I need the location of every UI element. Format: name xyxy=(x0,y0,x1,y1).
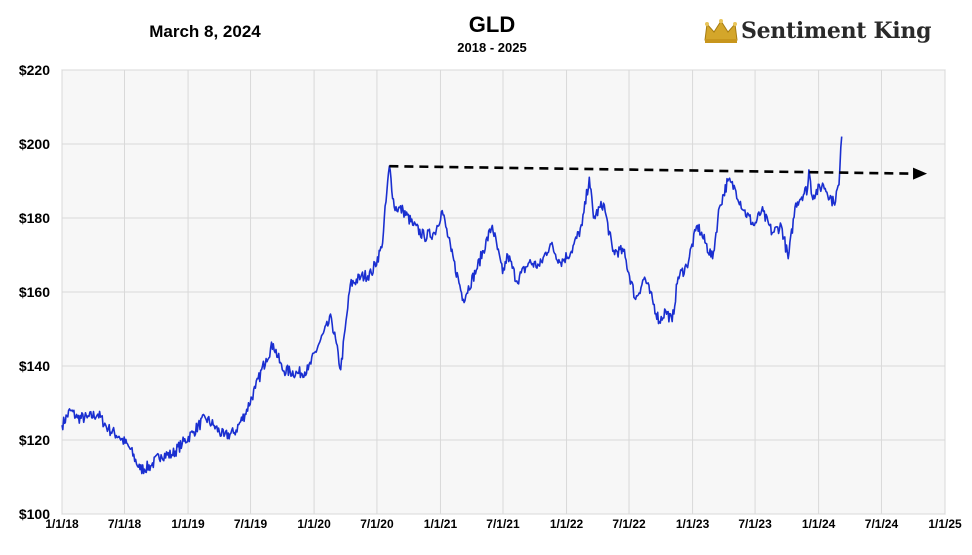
trendline-arrowhead xyxy=(913,167,928,180)
x-tick-label: 7/1/21 xyxy=(486,517,520,531)
gridlines xyxy=(61,69,946,515)
brand-name: Sentiment King xyxy=(741,18,932,44)
x-tick-label: 7/1/23 xyxy=(738,517,772,531)
x-axis-ticks: 1/1/18 7/1/18 1/1/19 7/1/19 1/1/20 7/1/20 1/1/… xyxy=(45,517,962,531)
x-tick-label: 7/1/22 xyxy=(612,517,646,531)
y-tick-label: $220 xyxy=(19,62,50,78)
x-tick-label: 1/1/22 xyxy=(550,517,584,531)
y-tick-label: $200 xyxy=(19,136,50,152)
x-tick-label: 7/1/20 xyxy=(360,517,394,531)
y-tick-label: $180 xyxy=(19,210,50,226)
chart-title: GLD xyxy=(468,12,516,37)
x-tick-label: 7/1/19 xyxy=(234,517,268,531)
report-date: March 8, 2024 xyxy=(149,22,261,41)
y-tick-label: $120 xyxy=(19,432,50,448)
y-axis-ticks: $100 $120 $140 $160 $180 $200 $220 xyxy=(19,62,50,522)
x-tick-label: 1/1/23 xyxy=(676,517,710,531)
gld-price-line xyxy=(61,136,843,475)
x-tick-label: 1/1/19 xyxy=(171,517,205,531)
x-tick-label: 1/1/25 xyxy=(928,517,962,531)
annotation-layer xyxy=(389,164,928,180)
resistance-trendline xyxy=(389,164,918,175)
y-tick-label: $140 xyxy=(19,358,50,374)
x-tick-label: 1/1/21 xyxy=(424,517,458,531)
crown-icon xyxy=(704,19,738,43)
y-tick-label: $100 xyxy=(19,506,50,522)
series-layer xyxy=(61,136,843,475)
x-tick-label: 1/1/18 xyxy=(45,517,79,531)
brand-logo: Sentiment King xyxy=(703,18,931,44)
y-tick-label: $160 xyxy=(19,284,50,300)
x-tick-label: 7/1/18 xyxy=(108,517,142,531)
x-tick-label: 1/1/20 xyxy=(297,517,331,531)
x-tick-label: 1/1/24 xyxy=(802,517,836,531)
x-tick-label: 7/1/24 xyxy=(865,517,899,531)
chart-subtitle: 2018 - 2025 xyxy=(457,40,527,55)
